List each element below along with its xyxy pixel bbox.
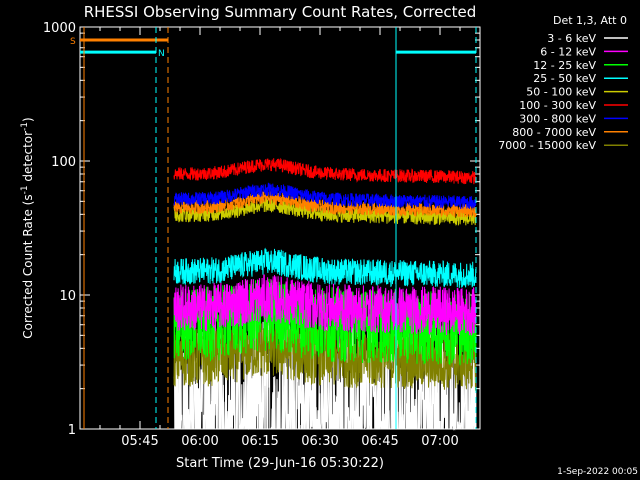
y-tick-label: 100 <box>51 155 76 170</box>
legend-label: 50 - 100 keV <box>526 86 596 99</box>
legend-label: 12 - 25 keV <box>533 59 596 72</box>
x-tick-label: 07:00 <box>421 434 458 449</box>
legend-label: 25 - 50 keV <box>533 72 596 85</box>
flag-lines: SN <box>70 37 476 59</box>
legend-label: 100 - 300 keV <box>519 99 596 112</box>
footer-date: 1-Sep-2022 00:05 <box>557 467 638 477</box>
flag-label: S <box>70 37 76 47</box>
x-tick-label: 06:30 <box>301 434 338 449</box>
legend-label: 6 - 12 keV <box>540 45 596 58</box>
x-tick-label: 06:00 <box>181 434 218 449</box>
y-axis-label: Corrected Count Rate (s-1 detector-1) <box>20 117 35 338</box>
series-line <box>173 190 477 218</box>
legend-label: 7000 - 15000 keV <box>498 139 596 152</box>
x-tick-label: 06:15 <box>241 434 278 449</box>
legend-label: 300 - 800 keV <box>519 112 596 125</box>
legend-title: Det 1,3, Att 0 <box>553 14 627 27</box>
chart-title: RHESSI Observing Summary Count Rates, Co… <box>84 3 477 21</box>
series-line <box>173 247 477 288</box>
y-tick-label: 10 <box>59 289 76 304</box>
series-line <box>173 314 477 431</box>
x-axis-label: Start Time (29-Jun-16 05:30:22) <box>176 456 384 471</box>
plot-area: 05:45 06:00 06:15 06:30 06:45 07:00 1 10 100 1000… <box>43 21 481 449</box>
series-line <box>173 274 477 336</box>
legend-label: 3 - 6 keV <box>547 32 596 45</box>
series-group <box>173 157 477 431</box>
y-tick-label: 1000 <box>43 21 76 36</box>
flag-label: N <box>158 49 165 59</box>
series-line <box>173 182 477 209</box>
legend-label: 800 - 7000 keV <box>512 126 596 139</box>
series-line <box>173 157 477 185</box>
marker-lines <box>83 27 477 429</box>
x-tick-label: 06:45 <box>361 434 398 449</box>
x-tick-label: 05:45 <box>121 434 158 449</box>
y-tick-label: 1 <box>68 423 76 438</box>
